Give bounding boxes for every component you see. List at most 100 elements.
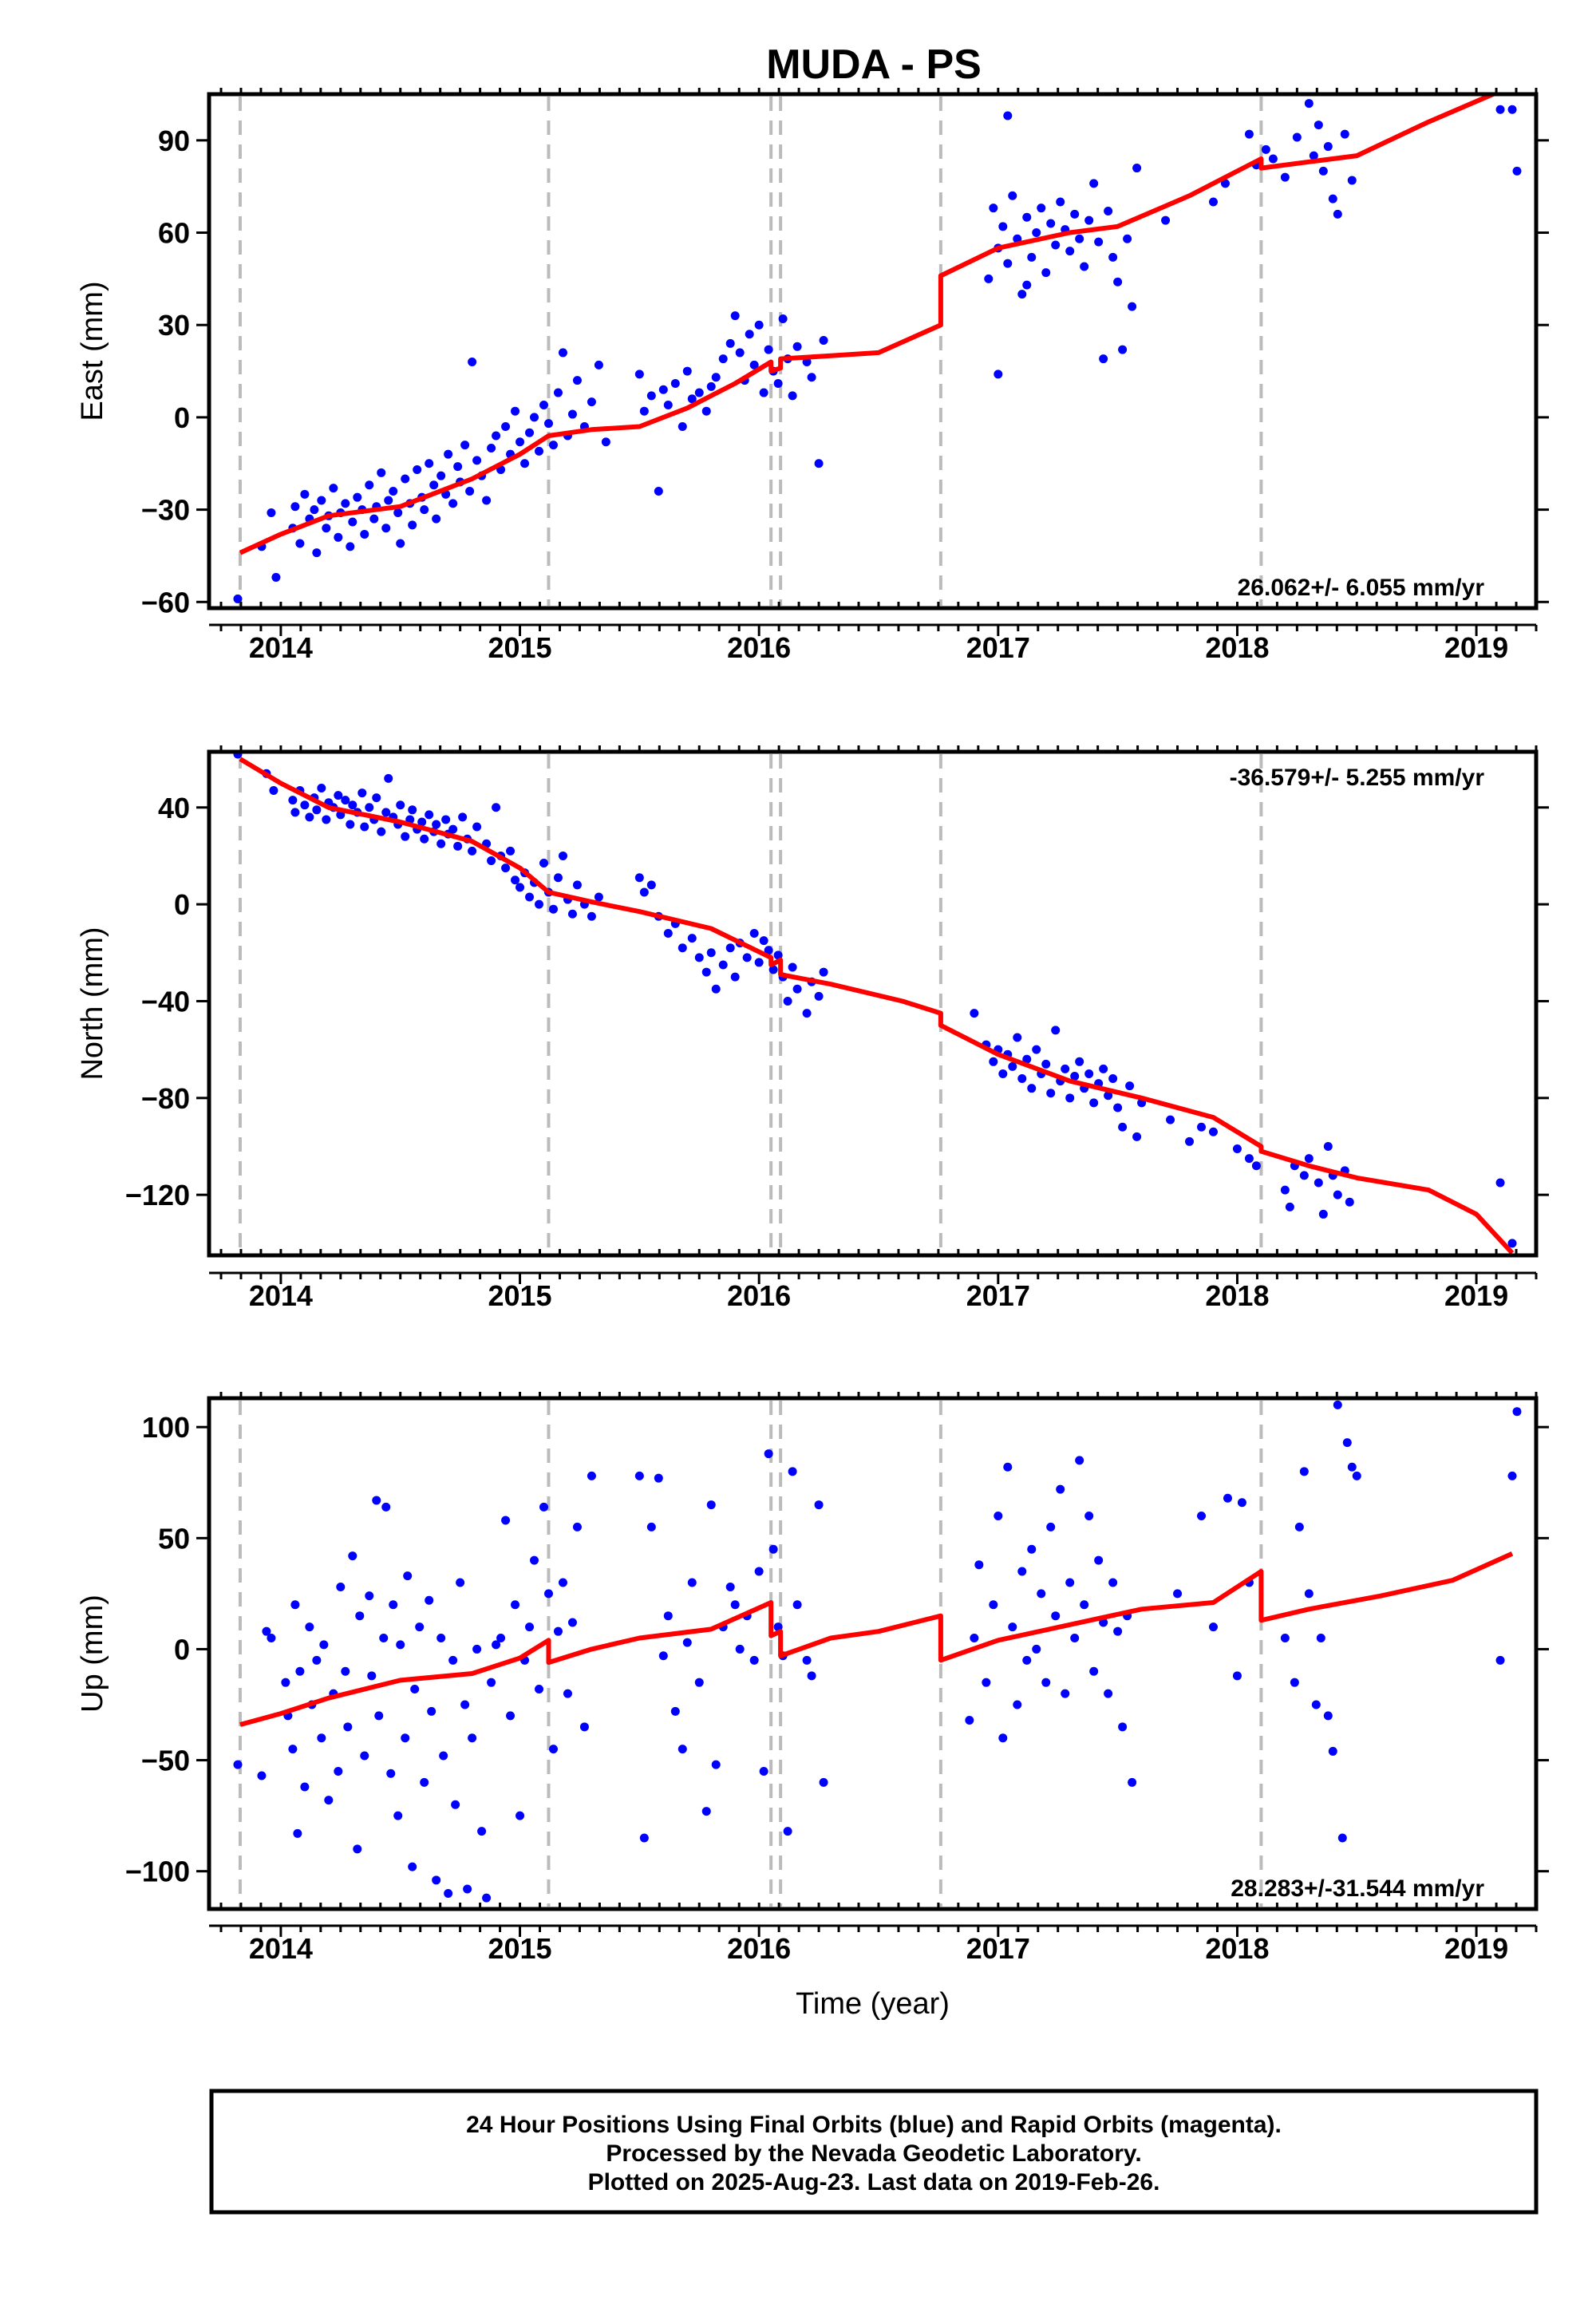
data-point xyxy=(516,1811,525,1820)
data-point xyxy=(482,496,492,505)
data-point xyxy=(1118,345,1128,354)
data-point xyxy=(788,391,797,401)
data-point xyxy=(1003,1462,1013,1472)
data-point xyxy=(472,456,482,465)
data-point xyxy=(670,378,680,388)
data-point xyxy=(759,936,768,946)
data-point xyxy=(1075,1456,1084,1465)
data-point xyxy=(701,1807,711,1816)
data-point xyxy=(360,529,369,539)
data-point xyxy=(678,421,687,431)
data-point xyxy=(1337,1833,1347,1843)
data-point xyxy=(341,1666,350,1676)
data-point xyxy=(572,1522,582,1531)
data-point xyxy=(317,784,326,793)
data-point xyxy=(994,1511,1003,1520)
data-point xyxy=(1027,1084,1037,1093)
data-point xyxy=(460,1700,470,1709)
data-point xyxy=(1280,1634,1290,1643)
data-point xyxy=(553,388,563,397)
x-tick-label: 2018 xyxy=(1205,1279,1269,1312)
data-point xyxy=(735,1644,745,1654)
data-point xyxy=(492,431,501,441)
data-point xyxy=(539,400,548,409)
data-point xyxy=(372,793,381,803)
data-point xyxy=(290,502,300,512)
y-tick-label: 0 xyxy=(174,888,190,921)
data-point xyxy=(393,508,403,517)
data-point xyxy=(348,1551,358,1561)
data-point xyxy=(989,1057,998,1066)
data-point xyxy=(1290,1678,1299,1687)
data-point xyxy=(374,1711,384,1721)
data-point xyxy=(984,274,994,283)
data-point xyxy=(300,800,310,810)
data-point xyxy=(745,330,754,339)
data-point xyxy=(312,1655,322,1665)
data-point xyxy=(1065,247,1075,256)
data-point xyxy=(1089,1098,1099,1108)
data-point xyxy=(463,1884,472,1894)
data-point xyxy=(401,832,410,841)
data-point xyxy=(1512,166,1522,176)
data-point xyxy=(711,984,721,994)
data-point xyxy=(558,348,567,358)
data-point xyxy=(360,822,369,832)
data-point xyxy=(725,338,735,348)
data-point xyxy=(1013,1700,1022,1709)
data-point xyxy=(706,381,716,391)
data-point xyxy=(1166,1115,1175,1124)
data-point xyxy=(1089,1666,1099,1676)
data-point xyxy=(377,468,386,477)
data-point xyxy=(1507,1239,1517,1248)
data-point xyxy=(543,419,553,429)
data-point xyxy=(346,542,355,551)
data-point xyxy=(393,1811,403,1820)
x-tick-label: 2017 xyxy=(966,631,1030,664)
data-point xyxy=(768,1544,778,1554)
y-tick-label: −40 xyxy=(141,985,190,1018)
data-point xyxy=(468,846,477,856)
data-point xyxy=(754,1567,764,1576)
data-point xyxy=(792,984,802,994)
data-point xyxy=(730,972,740,982)
data-point xyxy=(682,366,692,376)
data-point xyxy=(1323,1711,1333,1721)
data-point xyxy=(1094,237,1104,247)
data-point xyxy=(1128,302,1137,311)
data-point xyxy=(567,909,577,919)
x-axis-label: Time (year) xyxy=(796,1987,950,2021)
data-point xyxy=(1032,1644,1041,1654)
data-point xyxy=(634,873,644,883)
data-point xyxy=(1022,1054,1032,1064)
data-point xyxy=(1347,1462,1357,1472)
data-point xyxy=(427,1706,437,1716)
data-point xyxy=(293,1828,302,1838)
data-point xyxy=(271,572,281,582)
data-point xyxy=(1333,1400,1342,1409)
data-point xyxy=(281,1678,290,1687)
data-point xyxy=(511,875,520,885)
data-point xyxy=(1046,1089,1056,1098)
data-point xyxy=(1075,234,1084,243)
data-point xyxy=(1128,1777,1137,1787)
data-point xyxy=(1304,99,1314,109)
data-point xyxy=(1345,1197,1354,1207)
data-point xyxy=(396,800,405,810)
data-point xyxy=(429,480,439,490)
data-point xyxy=(312,548,322,558)
data-point xyxy=(730,311,740,321)
data-point xyxy=(1268,154,1278,164)
y-tick-label: −100 xyxy=(125,1856,190,1888)
data-point xyxy=(548,441,558,450)
data-point xyxy=(1017,1074,1027,1084)
y-tick-label: −50 xyxy=(141,1745,190,1777)
data-point xyxy=(663,400,673,409)
data-point xyxy=(1041,1678,1051,1687)
data-point xyxy=(341,499,350,508)
y-tick-label: 60 xyxy=(158,217,190,250)
y-axis-label: East (mm) xyxy=(76,281,109,421)
data-point xyxy=(465,486,475,496)
x-tick-label: 2016 xyxy=(727,631,791,664)
